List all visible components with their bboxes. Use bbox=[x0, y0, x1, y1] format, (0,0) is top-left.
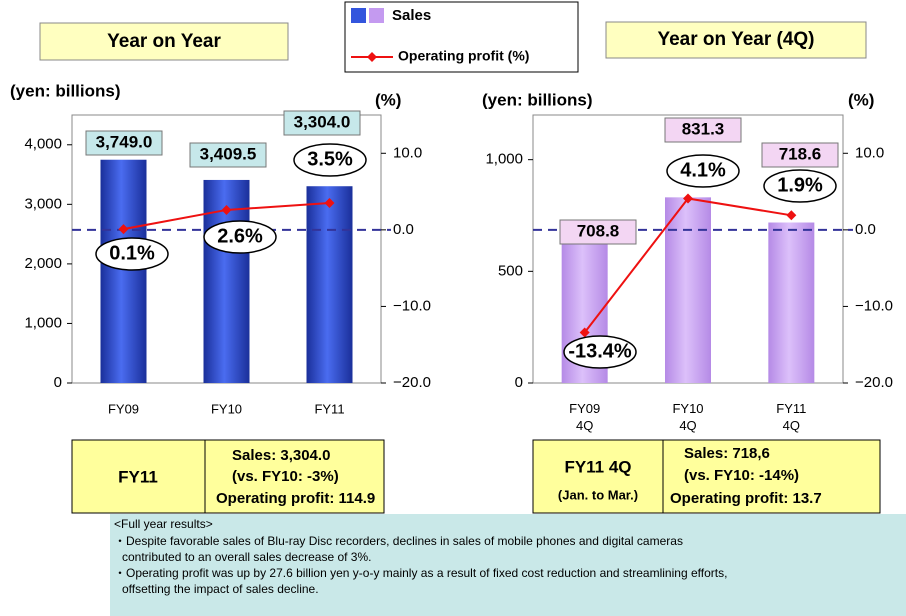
y2-tick-label: 10.0 bbox=[393, 144, 422, 161]
value-label-bg bbox=[761, 142, 839, 168]
summary-line: (vs. FY10: -3%) bbox=[232, 468, 339, 485]
summary-label: FY11 4Q bbox=[564, 457, 631, 476]
y2-tick-label: −20.0 bbox=[855, 374, 893, 391]
y2-tick-label: −10.0 bbox=[855, 297, 893, 314]
summary-line: Operating profit: 13.7 bbox=[670, 490, 822, 507]
notes-line: ・Operating profit was up by 27.6 billion… bbox=[114, 566, 727, 580]
summary-label: FY11 bbox=[118, 467, 158, 486]
y-tick-label: 4,000 bbox=[24, 136, 62, 153]
x-tick-label: FY10 4Q bbox=[672, 401, 703, 433]
notes-line: ・Despite favorable sales of Blu-ray Disc… bbox=[114, 534, 683, 548]
x-tick-label-line: 4Q bbox=[576, 418, 593, 433]
value-label: 718.6 bbox=[779, 144, 822, 163]
value-label-bg bbox=[563, 335, 637, 369]
bar bbox=[665, 197, 711, 383]
title-box bbox=[39, 22, 289, 61]
summary-sublabel: (Jan. to Mar.) bbox=[558, 487, 638, 502]
x-tick-label-line: FY09 bbox=[569, 401, 600, 416]
y-tick-label: 0 bbox=[515, 374, 523, 391]
bar bbox=[306, 186, 353, 383]
bar bbox=[100, 159, 147, 383]
value-label: 0.1% bbox=[109, 242, 155, 264]
y2-tick-label: −10.0 bbox=[393, 297, 431, 314]
notes-heading: <Full year results> bbox=[114, 517, 213, 531]
x-tick-label: FY11 bbox=[314, 401, 344, 416]
y-axis-label: (yen: billions) bbox=[482, 90, 593, 109]
value-label-bg bbox=[85, 130, 163, 156]
x-tick-label-line: 4Q bbox=[679, 418, 696, 433]
legend-swatch bbox=[351, 8, 366, 23]
summary-box bbox=[532, 439, 881, 514]
x-tick-label: FY09 bbox=[108, 401, 139, 416]
y2-axis-label: (%) bbox=[848, 90, 874, 109]
y2-tick-label: 0.0 bbox=[393, 221, 414, 238]
y-tick-label: 1,000 bbox=[485, 151, 523, 168]
bar bbox=[768, 222, 815, 383]
value-label: 4.1% bbox=[680, 159, 726, 181]
summary-line: Sales: 3,304.0 bbox=[232, 447, 330, 464]
x-tick-label: FY10 bbox=[211, 401, 242, 416]
value-label: 3,304.0 bbox=[294, 112, 351, 131]
profit-marker bbox=[221, 204, 232, 215]
value-label: 708.8 bbox=[577, 221, 620, 240]
notes-line: contributed to an overall sales decrease… bbox=[122, 550, 371, 564]
value-label-bg bbox=[763, 169, 837, 203]
value-label-bg bbox=[95, 237, 169, 271]
legend-label: Operating profit (%) bbox=[398, 48, 529, 64]
notes-box bbox=[110, 514, 906, 616]
x-tick-label-line: FY11 bbox=[776, 401, 806, 416]
profit-marker bbox=[579, 327, 590, 338]
summary-line: Sales: 718,6 bbox=[684, 445, 770, 462]
y-tick-label: 1,000 bbox=[24, 314, 62, 331]
legend-marker bbox=[367, 52, 377, 62]
value-label-bg bbox=[189, 142, 267, 168]
summary-line: (vs. FY10: -14%) bbox=[684, 467, 799, 484]
title-box bbox=[605, 21, 867, 59]
y2-tick-label: 0.0 bbox=[855, 221, 876, 238]
value-label: 3,409.5 bbox=[200, 144, 257, 163]
y-tick-label: 0 bbox=[54, 374, 62, 391]
x-tick-label-line: FY10 bbox=[672, 401, 703, 416]
value-label-bg bbox=[203, 220, 277, 254]
value-label: 831.3 bbox=[682, 119, 725, 138]
legend-swatch bbox=[369, 8, 384, 23]
x-tick-label: FY09 4Q bbox=[569, 401, 600, 433]
y-tick-label: 2,000 bbox=[24, 255, 62, 272]
value-label-bg bbox=[664, 117, 742, 143]
value-label: 3,749.0 bbox=[96, 132, 153, 151]
summary-line: Operating profit: 114.9 bbox=[216, 490, 375, 507]
value-label-bg bbox=[283, 110, 361, 136]
value-label-bg bbox=[559, 219, 637, 245]
summary-2: FY11 4Q (Jan. to Mar.) Sales: 718,6 (vs.… bbox=[532, 439, 881, 514]
value-label-bg bbox=[666, 154, 740, 188]
notes: <Full year results> ・Despite favorable s… bbox=[110, 514, 906, 616]
summary-box bbox=[71, 439, 385, 514]
y-tick-label: 500 bbox=[498, 262, 523, 279]
legend-label: Sales bbox=[392, 7, 431, 24]
profit-marker bbox=[683, 193, 693, 204]
y2-tick-label: −20.0 bbox=[393, 374, 431, 391]
y-tick-label: 3,000 bbox=[24, 195, 62, 212]
value-label-bg bbox=[293, 143, 367, 177]
value-label: -13.4% bbox=[568, 340, 632, 362]
x-tick-label-line: 4Q bbox=[783, 418, 800, 433]
y-axis-label: (yen: billions) bbox=[10, 81, 121, 100]
chart-title: Year on Year bbox=[107, 31, 221, 52]
y2-axis-label: (%) bbox=[375, 90, 401, 109]
x-tick-label: FY11 4Q bbox=[776, 401, 806, 433]
profit-marker bbox=[786, 210, 797, 221]
notes-line: offsetting the impact of sales decline. bbox=[122, 582, 319, 596]
summary-1: FY11 Sales: 3,304.0 (vs. FY10: -3%) Oper… bbox=[71, 439, 385, 514]
value-label: 1.9% bbox=[777, 174, 823, 196]
profit-marker bbox=[118, 224, 129, 235]
profit-marker bbox=[324, 198, 335, 209]
y2-tick-label: 10.0 bbox=[855, 144, 884, 161]
value-label: 3.5% bbox=[307, 148, 353, 170]
chart-title: Year on Year (4Q) bbox=[657, 29, 814, 50]
value-label: 2.6% bbox=[217, 225, 263, 247]
